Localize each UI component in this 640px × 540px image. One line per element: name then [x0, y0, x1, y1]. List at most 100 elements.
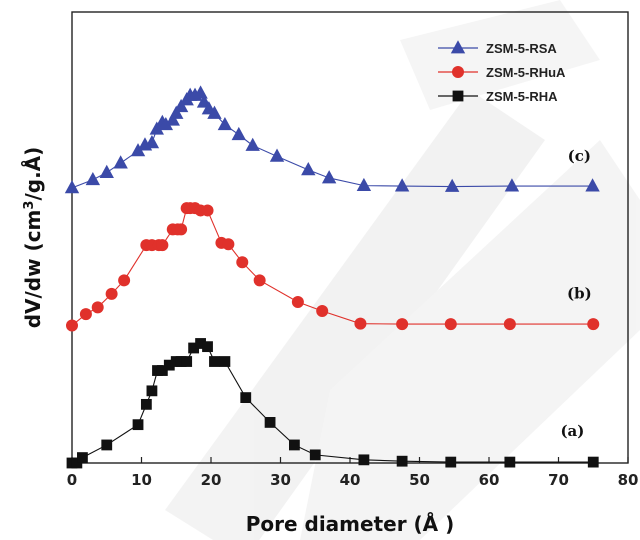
data-point: [71, 457, 83, 469]
data-point: [394, 178, 410, 192]
series-1: [66, 202, 600, 332]
data-point: [140, 398, 152, 410]
data-point: [222, 238, 235, 251]
data-point: [504, 456, 516, 468]
data-point: [64, 180, 80, 194]
legend-entry: ZSM-5-RSA: [438, 40, 557, 56]
data-point: [356, 177, 372, 192]
x-axis-title: Pore diameter (Å ): [246, 512, 455, 536]
data-point: [99, 164, 114, 178]
data-point: [175, 356, 187, 367]
data-point: [130, 143, 146, 157]
curve-label: (a): [560, 422, 584, 440]
data-point: [209, 356, 220, 367]
data-point: [156, 239, 169, 252]
data-point: [118, 274, 131, 287]
series-0: [64, 85, 600, 194]
data-point: [301, 162, 316, 176]
data-point: [207, 105, 222, 119]
legend-label: ZSM-5-RHA: [486, 89, 558, 104]
data-point: [269, 148, 285, 162]
data-point: [321, 170, 337, 184]
series-layer: [64, 85, 600, 469]
data-point: [585, 178, 600, 192]
data-point: [587, 456, 599, 468]
series-2: [66, 338, 599, 469]
data-point: [158, 116, 174, 131]
x-tick-label: 60: [479, 471, 500, 489]
data-point: [85, 171, 101, 186]
data-point: [316, 305, 329, 318]
data-point: [175, 223, 188, 236]
data-point: [66, 319, 78, 332]
x-tick-label: 80: [618, 471, 639, 489]
data-point: [201, 204, 214, 217]
data-point: [245, 137, 260, 151]
data-point: [236, 256, 249, 269]
x-tick-label: 0: [67, 471, 77, 489]
legend: ZSM-5-RSA ZSM-5-RHuA ZSM-5-RHA: [438, 40, 566, 104]
data-point: [219, 356, 231, 367]
legend-swatch-marker: [452, 66, 464, 78]
y-axis-title: dV/dw (cm3/g.Å): [21, 147, 45, 329]
data-point: [156, 365, 168, 376]
x-tick-label: 30: [270, 471, 291, 489]
data-point: [79, 308, 92, 321]
x-tick-label: 50: [409, 471, 430, 489]
data-point: [163, 359, 175, 371]
x-tick-label: 20: [201, 471, 222, 489]
data-point: [169, 105, 184, 119]
legend-entry: ZSM-5-RHA: [438, 89, 558, 104]
data-point: [445, 456, 457, 468]
data-point: [91, 301, 104, 314]
y-axis-title-superscript: 3: [22, 201, 37, 210]
data-point: [165, 112, 180, 126]
data-point: [173, 98, 189, 113]
data-point: [396, 318, 409, 331]
data-point: [358, 454, 370, 466]
data-point: [444, 318, 457, 331]
legend-entry: ZSM-5-RHuA: [438, 65, 566, 80]
curve-labels: (c) (b) (a): [560, 147, 591, 440]
data-point: [264, 417, 276, 428]
legend-swatch-marker: [452, 90, 464, 102]
legend-label: ZSM-5-RHuA: [486, 65, 566, 80]
data-point: [144, 134, 160, 149]
data-point: [253, 274, 266, 287]
data-point: [132, 419, 144, 431]
data-point: [101, 439, 113, 451]
data-point: [181, 356, 193, 367]
data-point: [149, 121, 164, 135]
data-point: [503, 318, 516, 331]
x-tick-label: 70: [548, 471, 569, 489]
data-point: [105, 287, 118, 300]
data-point: [202, 341, 213, 353]
curve-label: (b): [567, 284, 592, 302]
legend-label: ZSM-5-RSA: [486, 41, 557, 56]
x-tick-label: 10: [131, 471, 152, 489]
data-point: [217, 116, 233, 131]
legend-swatch-marker: [450, 40, 466, 54]
data-point: [77, 452, 88, 463]
x-tick-label: 40: [340, 471, 361, 489]
data-point: [354, 317, 367, 330]
data-point: [444, 178, 460, 192]
data-point: [587, 318, 600, 331]
x-axis-ticks: 0 10 20 30 40 50 60 70 80: [67, 457, 639, 489]
data-point: [188, 342, 200, 354]
curve-label: (c): [568, 147, 591, 165]
y-axis-title-suffix: /g.Å): [21, 147, 45, 201]
data-point: [195, 338, 206, 349]
data-point: [113, 155, 128, 169]
data-point: [309, 449, 321, 461]
data-point: [231, 126, 246, 141]
data-point: [289, 439, 300, 451]
data-point: [291, 295, 304, 308]
data-point: [240, 392, 252, 404]
data-point: [504, 178, 520, 192]
watermark: [165, 0, 640, 540]
y-axis-title-prefix: dV/dw (cm: [21, 210, 45, 329]
data-point: [146, 385, 158, 397]
data-point: [396, 455, 408, 467]
